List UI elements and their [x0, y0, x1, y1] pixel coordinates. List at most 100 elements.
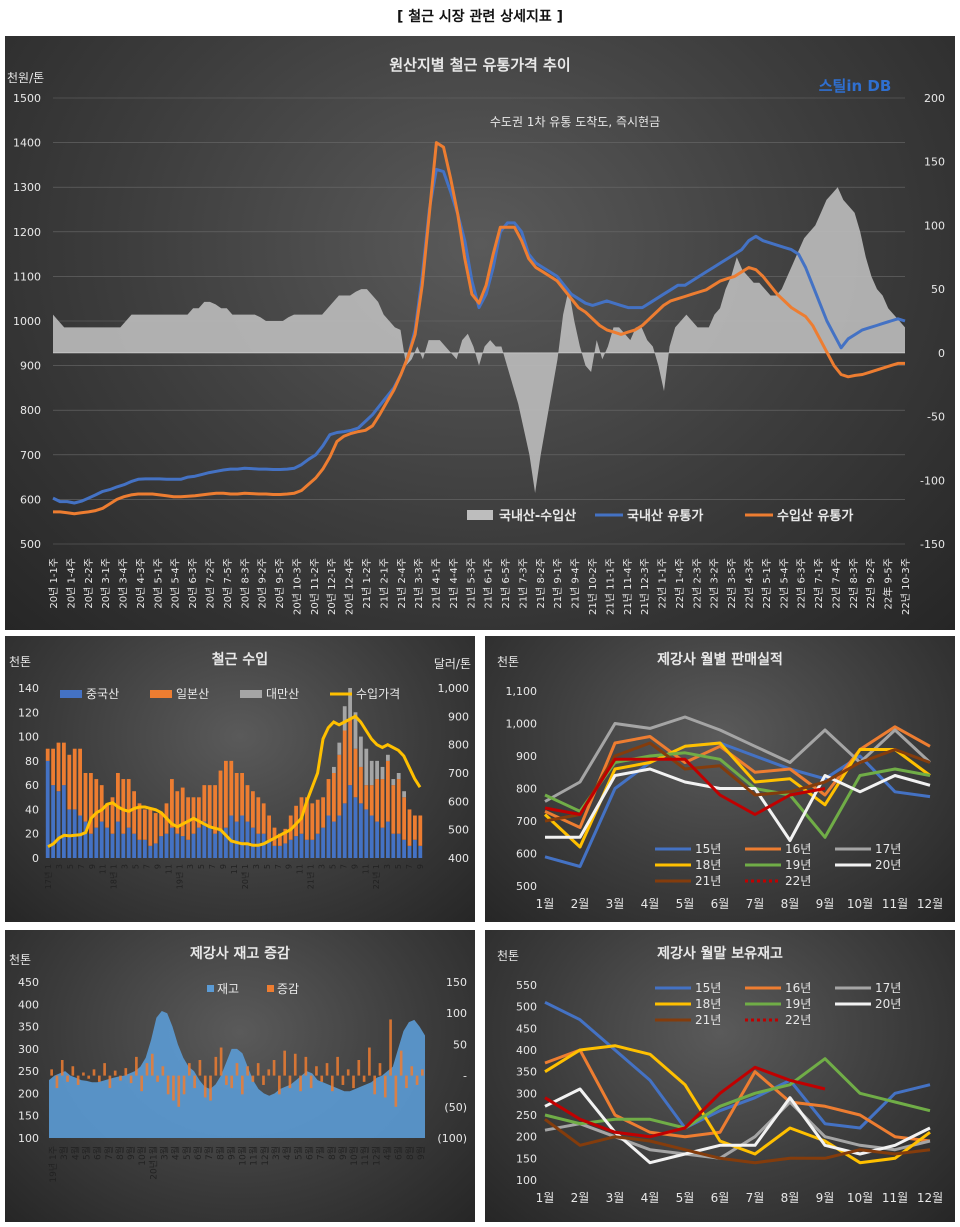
bar-japan [326, 779, 331, 816]
x-tick-label: 22年 9-5주 [882, 558, 895, 609]
x-tick-label: 7월 [746, 897, 765, 911]
legend-label: 19년 [785, 858, 811, 872]
y2-tick-label: -150 [920, 538, 945, 551]
bar-japan [256, 797, 261, 834]
x-tick-label: 18년 1 [109, 864, 119, 889]
bar-china [121, 833, 126, 858]
legend-label: 22년 [785, 1013, 811, 1027]
legend-label: 대만산 [266, 687, 299, 701]
chart-panel-month-end-inventory: 제강사 월말 보유재고 천톤 100 150 200 250 300 350 400 450 500… [485, 930, 955, 1222]
bar-china [94, 827, 99, 858]
bar-china [251, 827, 255, 858]
x-tick-label: 20년 5-1주 [152, 558, 164, 609]
bar-japan [386, 760, 390, 822]
bar-china [332, 821, 336, 858]
bar-change [119, 1075, 122, 1081]
bar-china [126, 827, 131, 858]
bar-change [256, 1063, 260, 1076]
y-tick-label: 1,000 [506, 718, 538, 731]
bar-taiwan [402, 791, 406, 798]
x-tick-label: 10월 [847, 897, 873, 911]
y-tick-label: 350 [516, 1066, 537, 1079]
bar-change [145, 1063, 149, 1076]
x-tick-label: 21년 11-4주 [622, 558, 634, 615]
legend-label: 일본산 [176, 687, 209, 701]
bar-japan [197, 797, 201, 828]
bar-change [156, 1075, 159, 1082]
x-tick-label: 1월 [536, 1191, 555, 1205]
bar-change [394, 1075, 398, 1107]
y-tick-label: 200 [18, 1087, 39, 1100]
bar-change [108, 1075, 112, 1089]
x-tick-label: 7 [274, 864, 283, 869]
bar-change [66, 1075, 69, 1082]
bar-japan [105, 803, 109, 828]
x-tick-label: 8월 [781, 1191, 800, 1205]
x-tick-label: 5월 [181, 1146, 193, 1160]
bar-change [76, 1075, 80, 1085]
bar-taiwan [380, 766, 385, 780]
y2-tick-label: 700 [448, 767, 469, 780]
bar-china [197, 827, 201, 858]
y-tick-label: 900 [20, 360, 41, 373]
bar-japan [148, 809, 153, 846]
x-tick-label: 6월 [711, 897, 730, 911]
y2-tick-label: 400 [448, 852, 469, 865]
bar-china [175, 833, 180, 858]
bar-japan [159, 811, 163, 837]
x-tick-label: 22년 6-3주 [796, 558, 808, 609]
bar-china [218, 831, 223, 858]
y-tick-label: 450 [18, 976, 39, 989]
bar-change [405, 1075, 408, 1089]
y-tick-label: 80 [25, 755, 39, 768]
bar-change [278, 1075, 281, 1095]
bar-change [235, 1063, 239, 1076]
x-tick-label: 7월 [103, 1146, 115, 1160]
legend-label: 19년 [785, 997, 811, 1011]
x-tick-label: 22년 1-1주 [657, 558, 669, 609]
x-tick-label: 4월 [281, 1146, 293, 1160]
y-tick-label: 100 [516, 1174, 537, 1187]
y2-tick-label: 200 [924, 92, 945, 105]
series-area-diff [53, 187, 905, 493]
page-header: [ 철근 시장 관련 상세지표 ] [397, 9, 563, 25]
y-tick-label: 700 [516, 815, 537, 828]
legend-swatch [267, 985, 274, 992]
x-tick-label: 3월 [159, 1146, 171, 1160]
x-tick-label: 9 [350, 864, 359, 869]
bar-japan [396, 779, 401, 834]
x-tick-label: 11월 [882, 1191, 908, 1205]
bar-china [213, 833, 217, 858]
bar-japan [234, 773, 239, 822]
y2-tick-label: 0 [938, 347, 945, 360]
x-tick-label: 5월 [676, 1191, 695, 1205]
y-tick-label: 250 [516, 1109, 537, 1122]
bar-china [224, 827, 228, 858]
x-tick-label: 20년 9-2주 [257, 558, 269, 609]
series-line-15년 [544, 741, 931, 868]
bar-china [369, 815, 374, 858]
x-tick-label: 11월 [248, 1146, 260, 1166]
bar-change [368, 1047, 371, 1076]
x-tick-label: 22년 5-1주 [761, 558, 773, 609]
bar-china [407, 845, 412, 858]
x-tick-label: 22년 7-1주 [813, 558, 825, 609]
bar-china [207, 827, 212, 858]
bar-japan [202, 785, 207, 822]
bar-change [410, 1066, 414, 1076]
y2-tick-label: - [463, 1070, 467, 1083]
x-tick-label: 21년 3-3주 [413, 558, 425, 609]
bar-change [288, 1075, 292, 1089]
bar-china [326, 815, 331, 858]
bar-change [346, 1069, 350, 1076]
x-tick-label: 6월 [192, 1146, 204, 1160]
bar-japan [62, 742, 66, 786]
x-tick-label: 20년 10-3주 [291, 558, 303, 615]
bar-change [230, 1075, 234, 1089]
x-tick-label: 5월 [80, 1146, 92, 1160]
bar-china [62, 785, 66, 858]
y-tick-label: 0 [32, 852, 39, 865]
x-tick-label: 11 [164, 864, 173, 874]
bar-china [116, 821, 120, 858]
bar-japan [348, 718, 352, 786]
